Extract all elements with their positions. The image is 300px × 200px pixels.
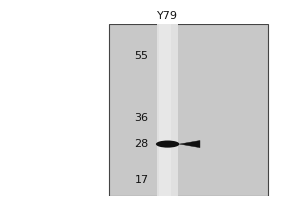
Text: 28: 28	[134, 139, 148, 149]
Text: 36: 36	[134, 113, 148, 123]
Bar	[159, 24, 171, 196]
Polygon shape	[179, 141, 200, 148]
Text: 55: 55	[134, 51, 148, 61]
Bar	[157, 24, 178, 196]
Bar	[109, 24, 268, 196]
Ellipse shape	[156, 141, 179, 148]
Text: Y79: Y79	[157, 11, 178, 21]
Text: 17: 17	[134, 175, 148, 185]
